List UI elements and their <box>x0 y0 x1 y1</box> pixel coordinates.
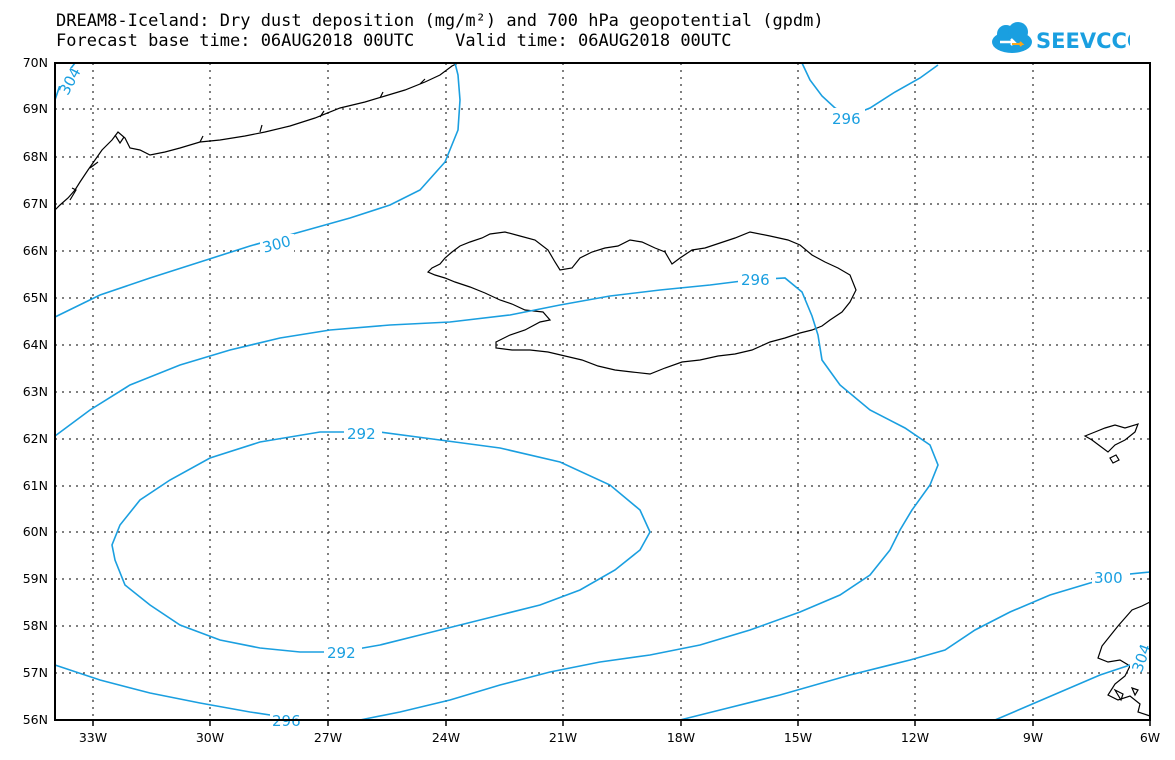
lon-label-6w: 6W <box>1140 730 1160 745</box>
logo-text: SEEVCCC <box>1036 29 1130 53</box>
map-frame <box>54 62 1151 721</box>
seevccc-logo: SEEVCCC <box>992 22 1130 53</box>
faroe-islands <box>1083 423 1139 464</box>
lat-label-64n: 64N <box>23 337 48 352</box>
grid-lines <box>55 63 1150 720</box>
scotland-coast <box>1097 601 1151 717</box>
latitude-labels: 56N 57N 58N 59N 60N 61N 62N 63N 64N 65N … <box>23 55 48 727</box>
lat-label-57n: 57N <box>23 665 48 680</box>
contour-292 <box>111 431 651 653</box>
lat-label-67n: 67N <box>23 196 48 211</box>
lat-label-69n: 69N <box>23 101 48 116</box>
iceland-coast <box>426 231 857 375</box>
lat-label-56n: 56N <box>23 712 48 727</box>
contour-296-northeast <box>801 62 939 117</box>
contour-296-main <box>54 277 939 721</box>
lon-label-9w: 9W <box>1023 730 1043 745</box>
coastlines <box>54 62 1151 717</box>
lat-label-62n: 62N <box>23 431 48 446</box>
contour-label-292-bottom: 292 <box>327 644 356 662</box>
lat-label-61n: 61N <box>23 478 48 493</box>
lat-label-60n: 60N <box>23 524 48 539</box>
contour-labels: 304 300 296 296 292 292 296 300 304 <box>52 64 1155 730</box>
lon-label-12w: 12W <box>901 730 929 745</box>
contour-300-north <box>54 62 461 318</box>
lon-label-18w: 18W <box>667 730 695 745</box>
map-title: DREAM8-Iceland: Dry dust deposition (mg/… <box>56 11 824 31</box>
lon-label-30w: 30W <box>196 730 224 745</box>
lat-label-58n: 58N <box>23 618 48 633</box>
greenland-coast <box>54 62 459 211</box>
lat-label-59n: 59N <box>23 571 48 586</box>
contour-label-296-iceland: 296 <box>741 271 770 289</box>
contour-label-296-ne: 296 <box>832 110 861 128</box>
cloud-logo-icon <box>992 22 1032 53</box>
lon-label-27w: 27W <box>314 730 342 745</box>
axis-ticks <box>92 720 1151 726</box>
lat-label-70n: 70N <box>23 55 48 70</box>
lat-label-68n: 68N <box>23 149 48 164</box>
contour-label-300-se: 300 <box>1094 569 1123 587</box>
greenland-fjords <box>69 78 426 201</box>
lon-label-21w: 21W <box>549 730 577 745</box>
lat-label-63n: 63N <box>23 384 48 399</box>
contour-label-292-top: 292 <box>347 425 376 443</box>
contour-label-304-se: 304 <box>1128 642 1155 675</box>
lat-label-65n: 65N <box>23 290 48 305</box>
lon-label-33w: 33W <box>79 730 107 745</box>
lon-label-15w: 15W <box>784 730 812 745</box>
lat-label-66n: 66N <box>23 243 48 258</box>
contour-304-southeast <box>994 659 1151 721</box>
map-subtitle: Forecast base time: 06AUG2018 00UTC Vali… <box>56 31 732 51</box>
longitude-labels: 33W 30W 27W 24W 21W 18W 15W 12W 9W 6W <box>79 730 1160 745</box>
lon-label-24w: 24W <box>432 730 460 745</box>
